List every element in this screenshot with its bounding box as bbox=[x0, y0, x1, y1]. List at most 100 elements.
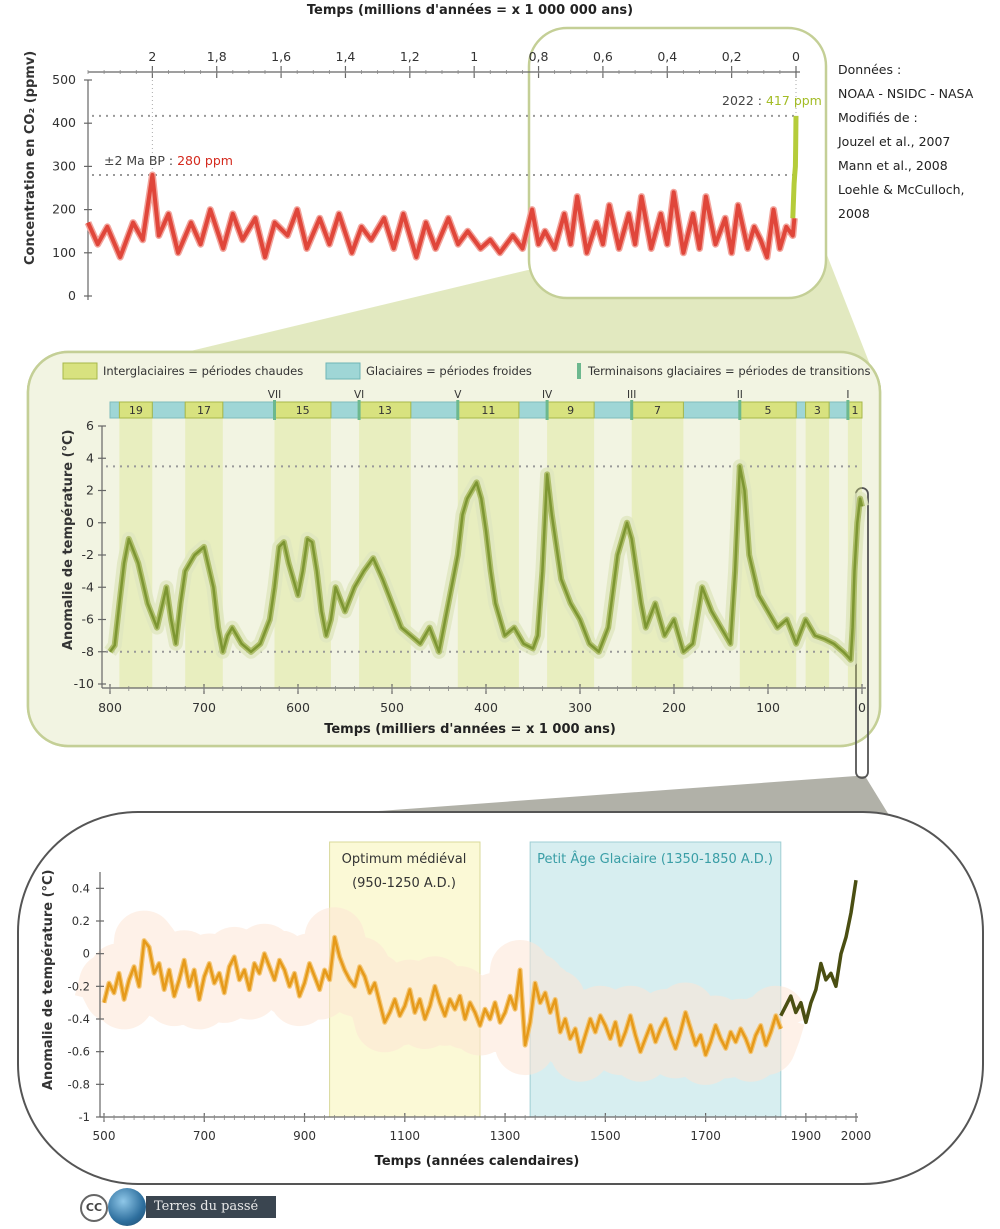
bot-x-tick-label: 700 bbox=[193, 1129, 216, 1143]
termination-marker bbox=[273, 400, 276, 420]
mis-label: 5 bbox=[765, 404, 772, 417]
top-x-tick-label: 0 bbox=[792, 49, 800, 64]
top-y-tick-label: 400 bbox=[52, 115, 76, 130]
termination-marker bbox=[357, 400, 361, 420]
source-line-4: Jouzel et al., 2007 bbox=[838, 134, 951, 149]
termination-label: II bbox=[737, 389, 743, 401]
mis-label: 11 bbox=[481, 404, 495, 417]
top-y-tick-label: 200 bbox=[52, 202, 76, 217]
termination-label: IV bbox=[542, 389, 553, 401]
data-sources: Données : NOAA - NSIDC - NASA Modifiés d… bbox=[838, 58, 1000, 226]
mid-x-tick-label: 0 bbox=[858, 700, 866, 715]
top-x-tick-label: 1,2 bbox=[400, 49, 420, 64]
co2-chart: 2 1,8 1,6 1,4 1,2 1 0,8 0,6 0,4 0,2 0 0 100 200 300 400… bbox=[52, 49, 800, 303]
source-line-5: Mann et al., 2008 bbox=[838, 158, 948, 173]
annotation-2ma-value: 280 ppm bbox=[177, 153, 233, 168]
annotation-2022: 2022 : 417 ppm bbox=[722, 93, 822, 108]
mid-x-tick-label: 700 bbox=[192, 700, 216, 715]
bot-x-tick-label: 1100 bbox=[390, 1129, 421, 1143]
top-chart-title: Temps (millions d'années = x 1 000 000 a… bbox=[307, 3, 633, 18]
top-y-tick-label: 300 bbox=[52, 158, 76, 173]
termination-label: VII bbox=[268, 389, 281, 401]
source-line-6: Loehle & McCulloch, 2008 bbox=[838, 182, 965, 221]
bot-y-tick-label: 0 bbox=[83, 947, 90, 961]
bot-y-tick-label: -0.8 bbox=[68, 1077, 90, 1091]
co2-recent-series bbox=[790, 115, 799, 219]
top-x-tick-label: 1,4 bbox=[336, 49, 356, 64]
mid-y-tick-label: 4 bbox=[86, 450, 94, 465]
termination-marker bbox=[738, 400, 742, 420]
top-y-tick-label: 500 bbox=[52, 72, 76, 87]
glacial-bar bbox=[410, 401, 459, 419]
mis-label: 3 bbox=[814, 404, 821, 417]
termination-label: I bbox=[846, 389, 849, 401]
mid-x-tick-label: 600 bbox=[286, 700, 310, 715]
glacial-bar bbox=[828, 401, 849, 419]
mid-y-tick-label: -8 bbox=[82, 644, 95, 659]
legend-termination-swatch bbox=[577, 363, 581, 379]
bot-y-tick-label: 0.2 bbox=[72, 914, 90, 928]
top-x-tick-label: 0,8 bbox=[529, 49, 549, 64]
bot-x-tick-label: 500 bbox=[93, 1129, 116, 1143]
bot-x-tick-label: 2000 bbox=[841, 1129, 872, 1143]
top-x-tick-label: 1,8 bbox=[207, 49, 227, 64]
source-line-2: NOAA - NSIDC - NASA bbox=[838, 86, 974, 101]
bot-x-tick-label: 1900 bbox=[791, 1129, 822, 1143]
bot-y-tick-label: -1 bbox=[79, 1110, 90, 1124]
mis-label: 1 bbox=[851, 404, 858, 417]
zoom-box-top bbox=[527, 26, 828, 300]
temp-800ka-series bbox=[108, 465, 864, 662]
interglacial-bar bbox=[805, 401, 830, 419]
bot-x-tick-label: 1300 bbox=[490, 1129, 521, 1143]
annotation-2022-prefix: 2022 : bbox=[722, 93, 766, 108]
mis-label: 9 bbox=[567, 404, 574, 417]
mis-label: 19 bbox=[129, 404, 143, 417]
mis-label: 13 bbox=[378, 404, 392, 417]
termination-label: III bbox=[627, 389, 636, 401]
annotation-2022-value: 417 ppm bbox=[766, 93, 822, 108]
termination-label: VI bbox=[354, 389, 364, 401]
mis-label: 7 bbox=[654, 404, 661, 417]
mis-label: 17 bbox=[197, 404, 211, 417]
bot-x-tick-label: 900 bbox=[293, 1129, 316, 1143]
top-x-tick-label: 0,4 bbox=[657, 49, 677, 64]
top-x-tick-label: 0,2 bbox=[722, 49, 742, 64]
co2-series bbox=[86, 173, 797, 260]
mid-y-tick-label: 0 bbox=[86, 515, 94, 530]
glacial-bar bbox=[151, 401, 186, 419]
glacial-bar bbox=[593, 401, 633, 419]
cc-license-icon: CC bbox=[80, 1194, 108, 1222]
bot-y-tick-label: -0.2 bbox=[68, 979, 90, 993]
source-line-3: Modifiés de : bbox=[838, 110, 918, 125]
middle-chart-xlabel: Temps (milliers d'années = x 1 000 ans) bbox=[324, 722, 616, 737]
termination-marker bbox=[545, 400, 549, 420]
bot-x-tick-label: 1700 bbox=[690, 1129, 721, 1143]
mid-x-tick-label: 400 bbox=[474, 700, 498, 715]
mis-label: 15 bbox=[296, 404, 310, 417]
lia-label: Petit Âge Glaciaire (1350-1850 A.D.) bbox=[537, 851, 773, 867]
mid-y-tick-label: -2 bbox=[82, 547, 94, 562]
glacial-bar bbox=[682, 401, 741, 419]
globe-icon bbox=[108, 1188, 146, 1226]
termination-label: V bbox=[454, 389, 462, 401]
logo-text: Terres du passé bbox=[146, 1196, 276, 1218]
top-x-tick-label: 2 bbox=[148, 49, 156, 64]
legend-glacial: Glaciaires = périodes froides bbox=[366, 364, 532, 378]
glacial-bar bbox=[222, 401, 276, 419]
termination-marker bbox=[630, 400, 634, 420]
top-chart-ylabel: Concentration en CO₂ (ppmv) bbox=[23, 51, 38, 265]
interglacial-bar bbox=[184, 401, 224, 419]
top-x-tick-label: 1,6 bbox=[271, 49, 291, 64]
annotation-2ma-prefix: ±2 Ma BP : bbox=[104, 153, 177, 168]
top-y-tick-label: 0 bbox=[68, 288, 76, 303]
legend-interglacial: Interglaciaires = périodes chaudes bbox=[103, 364, 303, 378]
top-y-tick-label: 100 bbox=[52, 245, 76, 260]
legend-glacial-swatch bbox=[325, 362, 361, 380]
glacial-bar bbox=[330, 401, 360, 419]
mid-x-tick-label: 100 bbox=[756, 700, 780, 715]
source-line-1: Données : bbox=[838, 62, 902, 77]
bot-y-tick-label: 0.4 bbox=[72, 881, 90, 895]
bot-y-tick-label: -0.6 bbox=[68, 1045, 90, 1059]
